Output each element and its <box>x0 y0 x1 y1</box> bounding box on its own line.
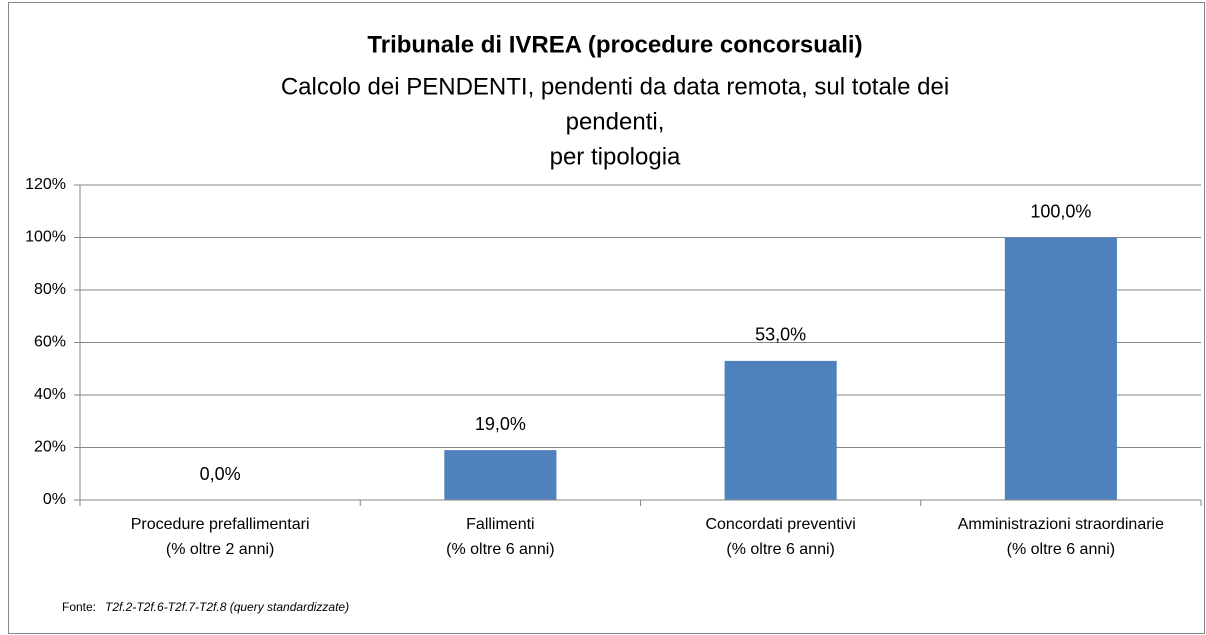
y-tick-label: 0% <box>43 491 66 508</box>
chart-title: Tribunale di IVREA (procedure concorsual… <box>367 31 862 58</box>
value-label: 100,0% <box>1030 201 1091 221</box>
y-tick-label: 120% <box>25 176 66 193</box>
chart-subtitle: per tipologia <box>550 143 681 170</box>
x-tick-label: Procedure prefallimentari (% oltre 2 anni… <box>131 516 310 558</box>
chart-subtitle: pendenti, <box>566 108 665 135</box>
y-tick-label: 40% <box>34 386 66 403</box>
x-tick-label: Concordati preventivi (% oltre 6 anni) <box>705 516 855 558</box>
y-tick-label: 100% <box>25 229 66 246</box>
source: T2f.2-T2f.6-T2f.7-T2f.8 (query standardi… <box>105 600 349 614</box>
source-label: Fonte: <box>62 600 96 614</box>
bar <box>724 360 837 500</box>
y-tick-label: 80% <box>34 281 66 298</box>
value-label: 0,0% <box>200 464 241 484</box>
bar <box>1004 237 1117 500</box>
y-tick-label: 60% <box>34 334 66 351</box>
x-tick-label: Fallimenti (% oltre 6 anni) <box>446 516 555 558</box>
bar <box>444 450 557 500</box>
value-label: 19,0% <box>475 414 526 434</box>
x-tick-label: Amministrazioni straordinarie (% oltre 6 … <box>958 516 1164 558</box>
y-tick-label: 20% <box>34 439 66 456</box>
chart-subtitle: Calcolo dei PENDENTI, pendenti da data r… <box>281 73 949 100</box>
value-label: 53,0% <box>755 325 806 345</box>
